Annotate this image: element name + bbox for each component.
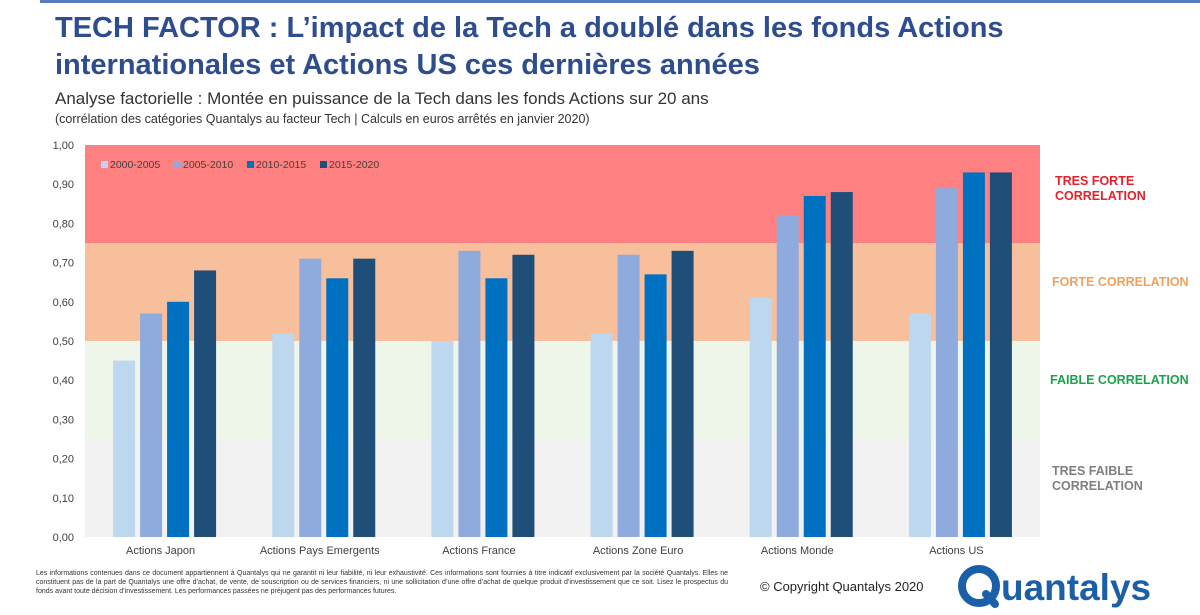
y-tick-label: 0,90 <box>53 179 74 191</box>
legend-swatch <box>320 161 327 168</box>
legend-label: 2005-2010 <box>183 159 233 171</box>
bar <box>194 270 216 537</box>
legend-swatch <box>247 161 254 168</box>
y-tick-label: 0,10 <box>53 493 74 505</box>
bar <box>936 188 958 537</box>
bar <box>167 302 189 537</box>
band-weak <box>85 341 1040 439</box>
copyright-notice: © Copyright Quantalys 2020 <box>760 579 924 594</box>
bar <box>750 298 772 537</box>
y-tick-label: 0,40 <box>53 375 74 387</box>
bar <box>777 216 799 537</box>
y-tick-label: 0,20 <box>53 454 74 466</box>
legend-swatch <box>174 161 181 168</box>
legend-label: 2010-2015 <box>256 159 306 171</box>
bar <box>618 255 640 537</box>
y-axis: 0,00 0,10 0,20 0,30 0,40 0,50 0,60 0,70 0,80 0,90… <box>53 140 74 544</box>
y-tick-label: 0,60 <box>53 297 74 309</box>
bar <box>909 314 931 537</box>
y-tick-label: 0,00 <box>53 532 74 544</box>
bar <box>512 255 534 537</box>
bar <box>831 192 853 537</box>
y-tick-label: 0,30 <box>53 414 74 426</box>
legend-label: 2015-2020 <box>329 159 379 171</box>
legend-swatch <box>101 161 108 168</box>
band-strong <box>85 243 1040 341</box>
legend-label: 2000-2005 <box>110 159 160 171</box>
bar <box>990 172 1012 537</box>
zone-label-very-strong: TRES FORTE CORRELATION <box>1055 174 1200 204</box>
x-tick-label: Actions France <box>442 545 515 557</box>
bar <box>645 274 667 537</box>
bar <box>431 341 453 537</box>
bar <box>353 259 375 537</box>
y-tick-label: 1,00 <box>53 140 74 152</box>
bar <box>804 196 826 537</box>
y-tick-label: 0,50 <box>53 336 74 348</box>
correlation-bands <box>85 145 1040 537</box>
x-tick-label: Actions US <box>929 545 983 557</box>
y-tick-label: 0,70 <box>53 258 74 270</box>
bar <box>326 278 348 537</box>
bar <box>963 172 985 537</box>
zone-label-weak: FAIBLE CORRELATION <box>1050 373 1189 388</box>
bar <box>113 361 135 537</box>
bar <box>591 333 613 537</box>
bar <box>672 251 694 537</box>
x-tick-label: Actions Zone Euro <box>593 545 684 557</box>
zone-label-very-weak: TRES FAIBLE CORRELATION <box>1052 464 1200 494</box>
legal-disclaimer: Les informations contenues dans ce docum… <box>36 570 728 596</box>
bar <box>272 333 294 537</box>
bar <box>140 314 162 537</box>
bar <box>458 251 480 537</box>
quantalys-logo: uantalys <box>953 560 1168 612</box>
x-tick-label: Actions Japon <box>126 545 195 557</box>
bar <box>299 259 321 537</box>
x-tick-label: Actions Pays Emergents <box>260 545 380 557</box>
x-axis-labels: Actions Japon Actions Pays Emergents Actio… <box>126 545 984 557</box>
y-tick-label: 0,80 <box>53 218 74 230</box>
x-tick-label: Actions Monde <box>761 545 834 557</box>
band-very-weak <box>85 439 1040 537</box>
bar <box>485 278 507 537</box>
zone-label-strong: FORTE CORRELATION <box>1052 275 1189 290</box>
svg-text:uantalys: uantalys <box>1001 567 1151 608</box>
